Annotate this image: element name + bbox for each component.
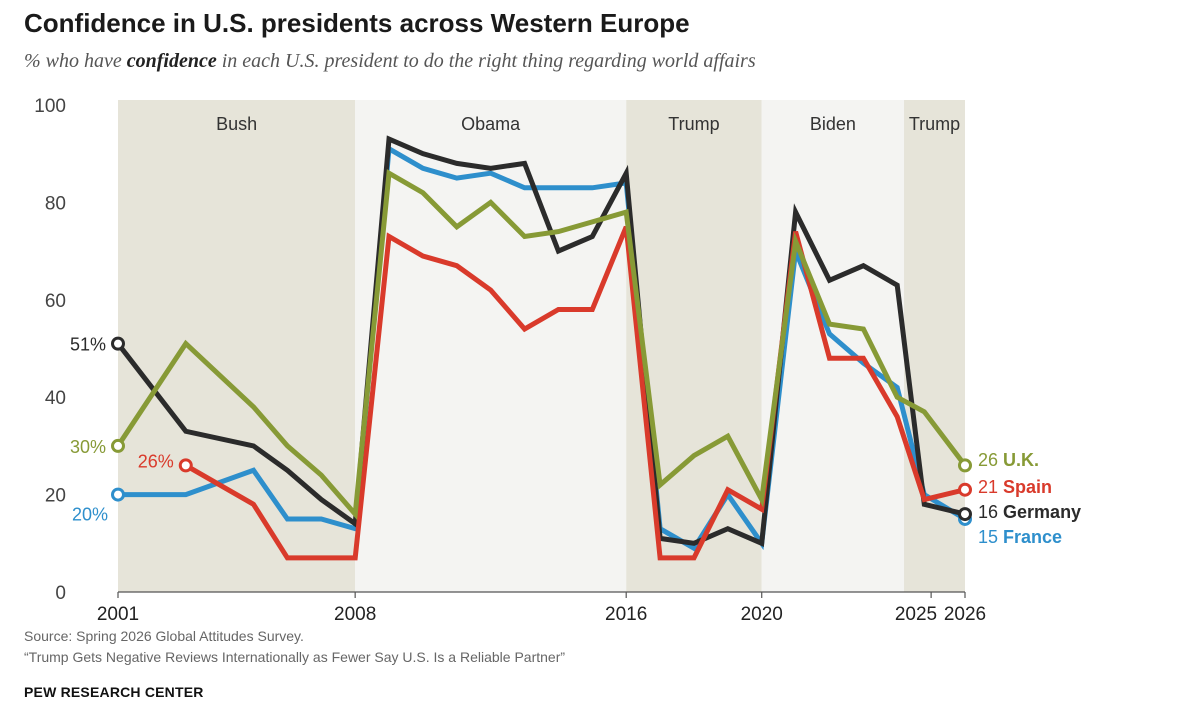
end-label-value-spain: 21 bbox=[978, 477, 1003, 497]
x-tick-label-2026: 2026 bbox=[944, 604, 986, 625]
end-label-name-france: France bbox=[1003, 527, 1062, 547]
source-line-2: “Trump Gets Negative Reviews Internation… bbox=[24, 649, 566, 665]
axes: 0 20 40 60 80 100 2001 2008 2016 2020 2025 2026 bbox=[34, 96, 986, 625]
subtitle-bold: confidence bbox=[126, 50, 217, 72]
era-band-4 bbox=[904, 100, 965, 592]
y-tick-label-100: 100 bbox=[34, 96, 66, 117]
series-lines bbox=[115, 135, 967, 561]
source-note: Source: Spring 2026 Global Attitudes Sur… bbox=[24, 626, 565, 668]
chart-title: Confidence in U.S. presidents across Wes… bbox=[24, 8, 690, 38]
end-marker-germany bbox=[958, 507, 972, 522]
start-label-spain: 26% bbox=[138, 451, 174, 471]
start-marker-france bbox=[111, 487, 125, 502]
end-label-name-germany: Germany bbox=[1003, 502, 1081, 522]
era-label-0: Bush bbox=[216, 114, 257, 134]
era-label-1: Obama bbox=[461, 114, 521, 134]
x-tick-label-2001: 2001 bbox=[97, 604, 139, 625]
start-label-uk: 30% bbox=[70, 437, 106, 457]
series-labels: 20% 15 France 51% 16 Germany 26% 21 Spain 30% 2… bbox=[70, 335, 1081, 547]
start-marker-spain bbox=[178, 458, 193, 473]
end-label-france: 15 France bbox=[978, 527, 1062, 547]
series-line-france bbox=[118, 144, 967, 552]
era-label-3: Biden bbox=[810, 114, 856, 134]
chart-subtitle: % who have confidence in each U.S. presi… bbox=[24, 50, 756, 73]
source-line-1: Source: Spring 2026 Global Attitudes Sur… bbox=[24, 628, 304, 644]
x-tick-label-2020: 2020 bbox=[741, 604, 783, 625]
series-line-germany bbox=[116, 135, 966, 547]
era-bands: Bush Obama Trump Biden Trump bbox=[118, 100, 965, 592]
subtitle-pre: % who have bbox=[24, 50, 127, 72]
era-band-0 bbox=[118, 100, 356, 592]
subtitle-post: in each U.S. president to do the right t… bbox=[216, 50, 756, 72]
end-label-value-france: 15 bbox=[978, 527, 1003, 547]
era-label-4: Trump bbox=[909, 114, 960, 134]
end-label-value-uk: 26 bbox=[978, 450, 1003, 470]
end-label-germany: 16 Germany bbox=[978, 502, 1081, 522]
x-tick-label-2008: 2008 bbox=[334, 604, 376, 625]
y-tick-label-60: 60 bbox=[45, 291, 66, 312]
series-line-uk bbox=[115, 169, 967, 521]
x-tick-label-2025: 2025 bbox=[895, 604, 937, 625]
end-label-value-germany: 16 bbox=[978, 502, 1003, 522]
y-tick-label-40: 40 bbox=[45, 388, 66, 409]
y-tick-label-80: 80 bbox=[45, 193, 66, 214]
x-tick-label-2016: 2016 bbox=[605, 604, 647, 625]
end-label-name-spain: Spain bbox=[1003, 477, 1052, 497]
y-tick-label-20: 20 bbox=[45, 486, 66, 507]
end-label-uk: 26 U.K. bbox=[978, 450, 1039, 470]
series-line-spain bbox=[184, 225, 966, 561]
end-label-name-uk: U.K. bbox=[1003, 450, 1039, 470]
publisher-credit: PEW RESEARCH CENTER bbox=[24, 684, 204, 700]
end-marker-uk bbox=[958, 458, 972, 473]
start-marker-uk bbox=[111, 438, 125, 453]
end-marker-spain bbox=[958, 482, 972, 497]
start-label-germany: 51% bbox=[70, 335, 106, 355]
y-tick-label-0: 0 bbox=[55, 583, 66, 604]
end-label-spain: 21 Spain bbox=[978, 477, 1052, 497]
era-label-2: Trump bbox=[668, 114, 719, 134]
start-label-france: 20% bbox=[72, 505, 108, 525]
start-marker-germany bbox=[111, 336, 125, 351]
